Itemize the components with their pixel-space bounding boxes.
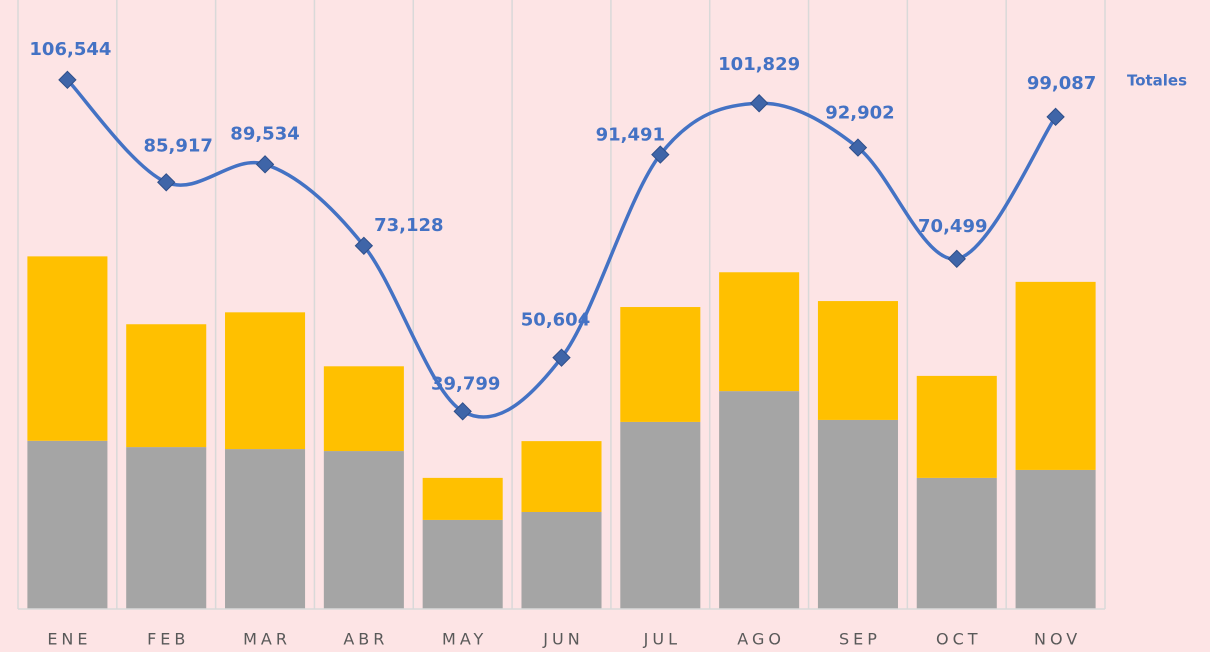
x-tick-label: FEB xyxy=(147,630,189,649)
x-tick-label: JUL xyxy=(643,630,681,649)
data-label: 99,087 xyxy=(1027,73,1096,94)
data-label: 85,917 xyxy=(143,135,212,156)
x-tick-label: ENE xyxy=(47,630,91,649)
data-label: 73,128 xyxy=(374,215,443,236)
bar-segment xyxy=(422,477,503,520)
x-tick-label: JUN xyxy=(542,630,583,649)
bar-segment xyxy=(719,391,800,609)
line-marker xyxy=(848,138,868,157)
line-marker xyxy=(1046,107,1065,127)
legend-label: Totales xyxy=(1127,72,1187,90)
bar-segment xyxy=(27,256,108,441)
bar-segment xyxy=(1015,469,1096,609)
data-label: 101,829 xyxy=(718,54,800,75)
line-marker xyxy=(651,145,670,164)
x-tick-label: NOV xyxy=(1034,630,1081,649)
bar-segment xyxy=(916,477,997,609)
bar-segment xyxy=(817,419,898,609)
line-marker xyxy=(453,402,472,421)
bar-segment xyxy=(916,375,997,478)
data-label: 106,544 xyxy=(29,39,111,60)
bar-segment xyxy=(521,441,602,512)
data-label: 70,499 xyxy=(918,216,987,237)
x-tick-label: ABR xyxy=(343,630,388,649)
data-label: 39,799 xyxy=(431,373,500,394)
line-marker xyxy=(749,94,769,113)
data-label: 92,902 xyxy=(825,103,894,124)
bar-segment xyxy=(620,307,701,422)
bar-segment xyxy=(27,440,108,609)
line-marker xyxy=(157,173,176,192)
line-marker xyxy=(58,70,77,90)
bar-segment xyxy=(323,366,404,452)
data-label: 91,491 xyxy=(596,125,665,146)
line-marker xyxy=(552,348,571,367)
x-tick-label: MAR xyxy=(243,630,291,649)
bar-segment xyxy=(323,451,404,609)
bar-segment xyxy=(126,324,207,448)
line-marker xyxy=(255,155,275,174)
line-marker xyxy=(354,236,374,255)
x-tick-label: SEP xyxy=(839,630,881,649)
line-marker xyxy=(947,249,966,269)
bar-segment xyxy=(225,312,306,450)
x-tick-label: OCT xyxy=(936,630,982,649)
data-label: 50,604 xyxy=(521,310,590,331)
bar-segment xyxy=(620,421,701,609)
bar-segment xyxy=(817,301,898,420)
bar-segment xyxy=(422,519,503,609)
bar-segment xyxy=(225,449,306,609)
x-tick-label: MAY xyxy=(442,630,487,649)
bar-segment xyxy=(521,511,602,609)
bar-segment xyxy=(1015,281,1096,470)
bar-segment xyxy=(719,272,800,392)
bar-segment xyxy=(126,447,207,609)
x-tick-label: AGO xyxy=(737,630,785,649)
data-label: 89,534 xyxy=(230,123,299,144)
